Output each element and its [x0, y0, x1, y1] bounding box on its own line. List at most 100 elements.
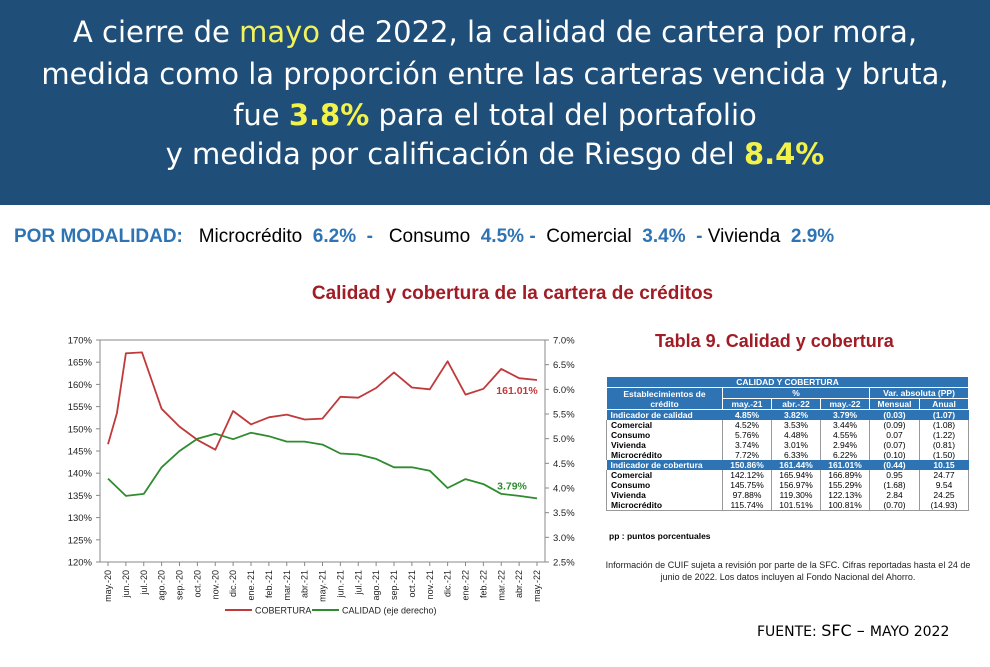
col-header-var: Var. absoluta (PP): [868, 387, 970, 399]
x-tick-label: jul.-21: [353, 570, 363, 596]
modalidad-line: POR MODALIDAD: Microcrédito 6.2% - Consu…: [14, 226, 834, 248]
sub-header: abr.-22: [771, 398, 821, 410]
table-cell: 7.72%: [722, 450, 772, 460]
modalidad-sep: -: [366, 226, 373, 247]
sub-header: Anual: [918, 398, 970, 410]
table-cell: (0.44): [869, 460, 920, 470]
y-right-tick-label: 7.0%: [553, 336, 575, 347]
table-cell: 119.30%: [771, 490, 821, 500]
table-cell: 2.84: [869, 490, 920, 500]
table-cell: 2.94%: [820, 440, 870, 450]
table-cell: 4.52%: [722, 420, 772, 430]
sub-header: Mensual: [869, 398, 920, 410]
x-tick-label: may.-20: [103, 570, 113, 602]
row-label: Comercial: [606, 420, 723, 430]
table-cell: (14.93): [918, 500, 970, 511]
table-cell: (1.22): [918, 430, 970, 440]
x-tick-label: jul.-20: [139, 570, 149, 596]
table-cell: 9.54: [918, 480, 970, 490]
row-label: Vivienda: [606, 440, 723, 450]
row-label: Vivienda: [606, 490, 723, 500]
table-cell: 6.22%: [820, 450, 870, 460]
col-header-establecimientos: Establecimientos de crédito: [606, 387, 723, 410]
table-cell: 161.44%: [771, 460, 821, 470]
table-cell: (0.81): [918, 440, 970, 450]
col-header-pct: %: [722, 387, 870, 399]
table-cell: 4.85%: [722, 409, 772, 420]
table-cell: 3.82%: [771, 409, 821, 420]
x-tick-label: ene.-21: [246, 570, 256, 601]
modalidad-sep: -: [529, 226, 536, 247]
y-right-tick-label: 2.5%: [553, 558, 575, 569]
table-footnote: pp : puntos porcentuales: [609, 531, 711, 541]
y-left-tick-label: 165%: [68, 358, 93, 369]
y-left-tick-label: 155%: [68, 402, 93, 413]
x-tick-label: feb.-21: [264, 570, 274, 598]
calidad-label: 3.79%: [497, 480, 527, 492]
table-row: Comercial 142.12% 165.94% 166.89% 0.95 24.77: [606, 470, 970, 480]
y-right-tick-label: 3.5%: [553, 508, 575, 519]
x-tick-label: may.-22: [532, 570, 542, 602]
x-tick-label: nov.-20: [210, 570, 220, 599]
y-left-tick-label: 145%: [68, 447, 93, 458]
x-tick-label: mar.-21: [282, 570, 292, 601]
table-cell: 3.79%: [820, 409, 870, 420]
x-tick-label: dic.-21: [443, 570, 453, 597]
table-cell: 24.77: [918, 470, 970, 480]
table-cell: 156.97%: [771, 480, 821, 490]
table-cell: 4.48%: [771, 430, 821, 440]
table-cell: 3.53%: [771, 420, 821, 430]
table-cell: (1.68): [869, 480, 920, 490]
modalidad-name: Vivienda: [707, 226, 781, 247]
source-line: FUENTE: SFC – MAYO 2022: [757, 621, 950, 640]
table-row: Vivienda 97.88% 119.30% 122.13% 2.84 24.25: [606, 490, 970, 500]
headline-line-1: A cierre de mayo de 2022, la calidad de …: [72, 15, 918, 49]
table-cell: 100.81%: [820, 500, 870, 511]
table-cell: 166.89%: [820, 470, 870, 480]
y-left-tick-label: 135%: [68, 491, 93, 502]
table-row: Consumo 145.75% 156.97% 155.29% (1.68) 9.54: [606, 480, 970, 490]
y-right-tick-label: 6.0%: [553, 385, 575, 396]
legend-label-cobertura: COBERTURA: [255, 606, 311, 616]
table-cell: (0.07): [869, 440, 920, 450]
headline-banner: A cierre de mayo de 2022, la calidad de …: [0, 0, 990, 205]
modalidad-label: POR MODALIDAD:: [14, 226, 183, 247]
table-cell: 4.55%: [820, 430, 870, 440]
table-cell: 165.94%: [771, 470, 821, 480]
x-tick-label: mar.-22: [496, 570, 506, 601]
chart-title: Calidad y cobertura de la cartera de cré…: [311, 283, 714, 304]
modalidad-value: 4.5%: [480, 226, 525, 247]
x-tick-label: oct.-20: [192, 570, 202, 598]
table-cell: 97.88%: [722, 490, 772, 500]
x-tick-label: sep.-21: [389, 570, 399, 600]
plot-area: [99, 339, 546, 563]
y-left-tick-label: 125%: [68, 535, 93, 546]
x-tick-label: nov.-21: [425, 570, 435, 599]
row-label: Indicador de cobertura: [606, 460, 723, 470]
y-left-tick-label: 130%: [68, 513, 93, 524]
modalidad-value: 3.4%: [642, 226, 686, 247]
table-note: Información de CUIF sujeta a revisión po…: [605, 560, 971, 582]
y-right-tick-label: 4.0%: [553, 484, 575, 495]
table-row: Vivienda 3.74% 3.01% 2.94% (0.07) (0.81): [606, 440, 970, 450]
y-right-tick-label: 3.0%: [553, 533, 575, 544]
table-row: Microcrédito 7.72% 6.33% 6.22% (0.10) (1.50): [606, 450, 970, 460]
modalidad-value: 6.2%: [312, 226, 357, 247]
table-cell: (1.07): [919, 409, 969, 420]
legend-label-calidad: CALIDAD (eje derecho): [342, 606, 437, 616]
row-label: Consumo: [606, 480, 723, 490]
modalidad-name: Consumo: [388, 226, 471, 247]
cobertura-line: [107, 351, 538, 451]
x-tick-label: may.-21: [318, 570, 328, 602]
table-title: Tabla 9. Calidad y cobertura: [655, 331, 894, 351]
row-label: Comercial: [606, 470, 723, 480]
table-cell: 0.95: [869, 470, 920, 480]
table-cell: 101.51%: [771, 500, 821, 511]
calidad-cobertura-table: CALIDAD Y COBERTURA Establecimientos de …: [605, 376, 970, 511]
table-cell: (0.10): [869, 450, 920, 460]
table-caption: CALIDAD Y COBERTURA: [605, 376, 970, 388]
row-label: Microcrédito: [606, 450, 723, 460]
x-tick-label: sep.-20: [175, 570, 185, 600]
table-cell: 150.86%: [722, 460, 772, 470]
x-tick-label: jun.-21: [335, 570, 345, 599]
